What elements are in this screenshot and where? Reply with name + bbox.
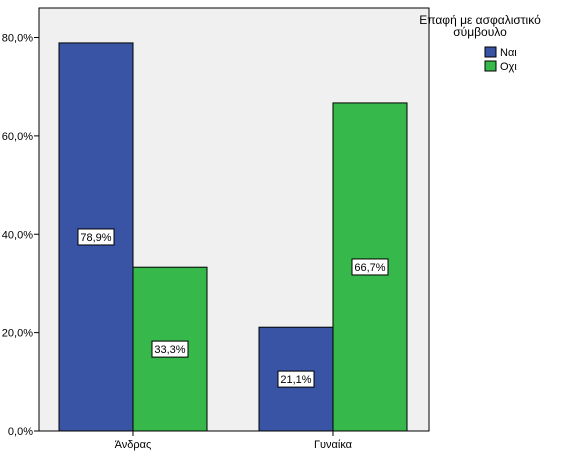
y-axis: 0,0% 20,0% 40,0% 60,0% 80,0% [2,33,39,438]
legend-title: Επαφή με ασφαλιστικό [419,13,541,27]
data-label-box [277,370,315,388]
y-tick-label: 80,0% [2,33,33,45]
data-label: 33,3% [151,340,189,358]
legend-item-label: Ναι [500,47,517,59]
legend-item-label: Οχι [500,61,517,73]
y-tick-label: 40,0% [2,229,33,241]
data-label-box [151,340,189,358]
legend-title: σύμβουλο [453,25,507,39]
data-label: 66,7% [351,258,389,276]
x-tick-label: Άνδρας [115,439,152,451]
legend-swatch [484,46,497,58]
data-label-text: 21,1% [280,374,311,386]
legend-swatch [484,60,497,72]
y-tick-label: 60,0% [2,131,33,143]
x-axis: Άνδρας Γυναίκα [115,431,353,451]
data-label-box [351,258,389,276]
data-labels-layer: 78,9% 33,3% 21,1% 66,7% [77,228,389,388]
data-label: 21,1% [277,370,315,388]
data-label-box [77,228,115,246]
data-label-text: 78,9% [80,232,111,244]
x-tick-label: Γυναίκα [314,439,353,451]
data-label: 78,9% [77,228,115,246]
data-label-text: 33,3% [154,344,185,356]
data-label-text: 66,7% [354,262,385,274]
y-tick-label: 20,0% [2,328,33,340]
y-tick-label: 0,0% [8,426,33,438]
